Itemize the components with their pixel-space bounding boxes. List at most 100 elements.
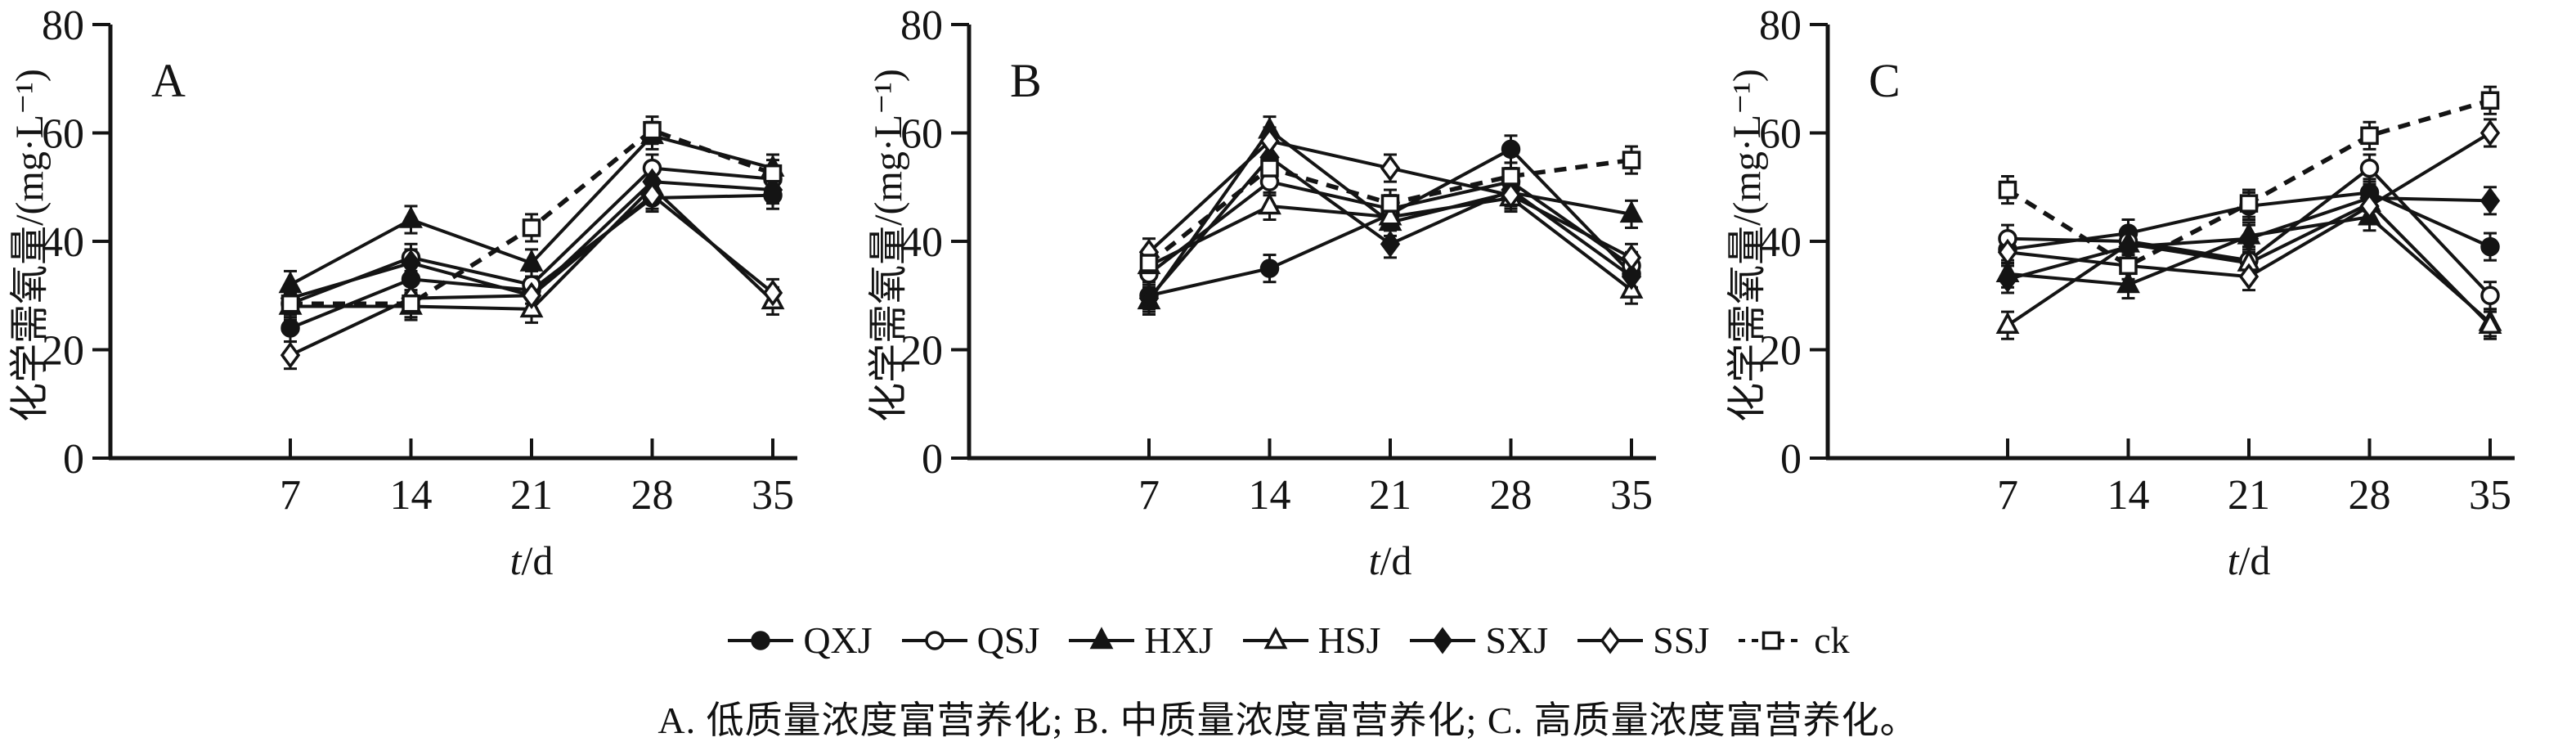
x-axis-title: t/d xyxy=(510,537,554,583)
legend-label: ck xyxy=(1814,619,1850,661)
series-QSJ-marker xyxy=(2359,158,2380,178)
series-SSJ-marker xyxy=(2359,192,2380,220)
series-SXJ-marker xyxy=(1138,285,1160,313)
y-tick-label: 40 xyxy=(42,219,84,266)
caption-row: A. 低质量浓度富营养化; B. 中质量浓度富营养化; C. 高质量浓度富营养化… xyxy=(0,689,2576,746)
legend-marker-HXJ xyxy=(1069,627,1135,650)
x-tick-label: 14 xyxy=(390,472,433,519)
series-SXJ-marker xyxy=(762,176,783,204)
legend-HSJ-glyph xyxy=(1263,627,1288,650)
panel-letter: A xyxy=(151,54,186,107)
series-ck-marker xyxy=(1260,159,1279,178)
series-SXJ-marker xyxy=(1621,263,1642,290)
x-tick-label: 21 xyxy=(2228,472,2270,519)
series-SSJ-marker xyxy=(1380,155,1401,182)
series-ck-marker xyxy=(2119,256,2138,276)
series-SXJ-marker xyxy=(2480,187,2501,214)
series-SSJ-marker xyxy=(762,279,783,307)
legend-marker-SXJ xyxy=(1410,627,1476,654)
legend-SXJ-glyph xyxy=(1433,627,1453,654)
figure-caption: A. 低质量浓度富营养化; B. 中质量浓度富营养化; C. 高质量浓度富营养化… xyxy=(657,699,1919,741)
legend-SSJ-glyph xyxy=(1600,627,1621,654)
series-SSJ-marker xyxy=(642,182,662,209)
panel-letter: B xyxy=(1010,54,1042,107)
legend: QXJ QSJ HXJ HSJ SXJ SSJ ck xyxy=(0,612,2576,669)
series-QXJ-marker xyxy=(1501,139,1521,160)
x-axis-title: t/d xyxy=(1369,537,1412,583)
panel-b-medium-concentration: 0 20 40 60 80 7 14 21 28 35 化学需氧量/(mg·L⁻¹) t/d B xyxy=(859,0,1717,605)
legend-label: HXJ xyxy=(1144,619,1214,661)
series-HSJ-marker xyxy=(1378,203,1402,226)
series-SSJ-marker xyxy=(280,341,301,369)
x-tick-label: 35 xyxy=(2469,472,2511,519)
series-HSJ-marker xyxy=(2478,311,2502,334)
series-ck-marker xyxy=(2360,126,2379,146)
y-tick-label: 80 xyxy=(42,2,84,49)
series-HXJ-marker xyxy=(519,249,544,272)
y-axis-title: 化学需氧量/(mg·L⁻¹) xyxy=(1726,69,1769,422)
y-tick-label: 20 xyxy=(1759,328,1802,375)
series-QXJ-marker xyxy=(280,318,300,338)
y-tick-label: 20 xyxy=(900,328,943,375)
series-ck-marker xyxy=(1998,180,2017,200)
x-axis-title: t/d xyxy=(2228,537,2271,583)
y-tick-label: 0 xyxy=(922,436,943,483)
x-tick-label: 7 xyxy=(1997,472,2018,519)
legend-label: HSJ xyxy=(1317,619,1381,661)
legend-HXJ-glyph xyxy=(1089,627,1114,650)
x-tick-label: 35 xyxy=(752,472,794,519)
legend-item-ck: ck xyxy=(1737,619,1850,661)
panel-c-high-concentration: 0 20 40 60 80 7 14 21 28 35 化学需氧量/(mg·L⁻¹) t/d C xyxy=(1717,0,2576,605)
series-ck-marker xyxy=(1380,194,1400,213)
x-tick-label: 21 xyxy=(510,472,553,519)
series-ck-marker xyxy=(2480,91,2500,110)
series-ck-marker xyxy=(763,164,783,183)
legend-QXJ-glyph xyxy=(751,631,771,650)
series-ck-marker xyxy=(1622,151,1641,169)
legend-item-SXJ: SXJ xyxy=(1408,622,1548,659)
legend-item-QXJ: QXJ xyxy=(726,619,873,661)
series-ck-marker xyxy=(280,294,300,313)
y-tick-label: 60 xyxy=(42,111,84,158)
series-HXJ-marker xyxy=(1619,200,1644,223)
panel-c-chart: 0 20 40 60 80 7 14 21 28 35 化学需氧量/(mg·L⁻¹) t/d C xyxy=(1726,2,2515,583)
legend-label: SSJ xyxy=(1653,619,1710,661)
y-tick-label: 80 xyxy=(900,2,943,49)
panel-letter: C xyxy=(1869,54,1901,107)
legend-label: QSJ xyxy=(976,619,1040,661)
legend-marker-SSJ xyxy=(1577,627,1644,654)
x-tick-label: 7 xyxy=(280,472,301,519)
series-HXJ-marker xyxy=(2116,271,2140,294)
series-SXJ-marker xyxy=(1997,265,2018,293)
legend-item-HSJ: HSJ xyxy=(1241,619,1381,661)
series-SXJ-marker xyxy=(1380,230,1401,258)
series-ck-marker xyxy=(402,294,420,313)
series-QXJ-marker xyxy=(1259,259,1280,278)
y-tick-label: 60 xyxy=(1759,111,1802,158)
y-tick-label: 60 xyxy=(900,111,943,158)
y-axis-title: 化学需氧量/(mg·L⁻¹) xyxy=(8,69,52,422)
series-SSJ-marker xyxy=(2238,263,2260,290)
y-tick-label: 80 xyxy=(1759,2,1802,49)
panel-b-chart: 0 20 40 60 80 7 14 21 28 35 化学需氧量/(mg·L⁻¹) t/d B xyxy=(867,2,1656,583)
series-ck-marker xyxy=(1501,167,1520,186)
legend-marker-ck xyxy=(1739,631,1805,650)
y-tick-label: 20 xyxy=(42,328,84,375)
series-ck-marker xyxy=(1139,254,1159,272)
legend-item-SSJ: SSJ xyxy=(1576,622,1709,659)
series-HSJ-marker xyxy=(1258,192,1281,215)
y-tick-label: 0 xyxy=(1780,436,1802,483)
x-tick-label: 35 xyxy=(1610,472,1653,519)
x-tick-label: 7 xyxy=(1138,472,1160,519)
x-tick-label: 14 xyxy=(1249,472,1291,519)
series-ck-marker xyxy=(522,218,541,237)
x-tick-label: 28 xyxy=(631,472,674,519)
series-HSJ-marker xyxy=(1995,311,2020,334)
series-SSJ-marker xyxy=(1621,244,1642,272)
series-SSJ-marker xyxy=(1259,127,1280,155)
series-QSJ-marker xyxy=(2480,286,2500,305)
y-tick-label: 40 xyxy=(900,219,943,266)
legend-label: QXJ xyxy=(803,619,873,661)
series-SXJ-marker xyxy=(2238,225,2260,253)
